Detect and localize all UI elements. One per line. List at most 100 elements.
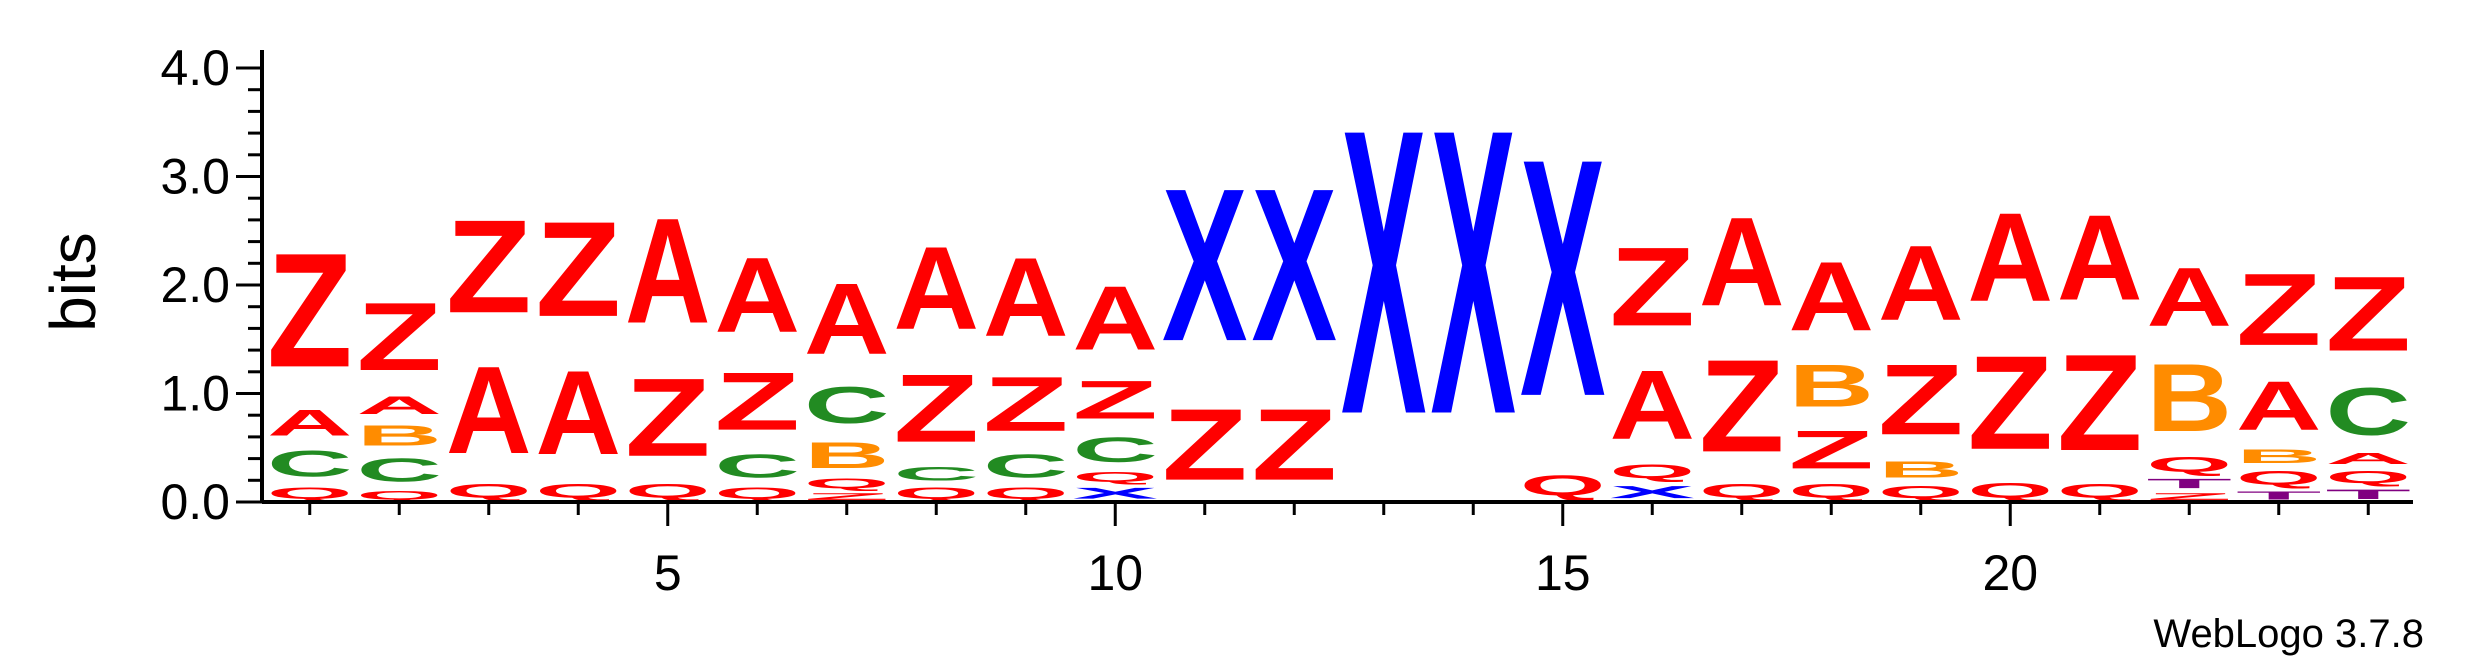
glyph-B: B bbox=[1878, 457, 1963, 483]
glyph-Q: Q bbox=[894, 485, 979, 502]
glyph-T: T bbox=[2326, 487, 2411, 502]
glyph-T: T bbox=[2147, 476, 2232, 491]
glyph-Z: Z bbox=[715, 356, 800, 448]
logo-column-13: X bbox=[1341, 44, 1427, 499]
glyph-C: C bbox=[357, 452, 442, 489]
logo-column-14: X bbox=[1431, 44, 1517, 499]
logo-column-4: QAZ bbox=[536, 194, 622, 502]
glyph-Z: Z bbox=[1073, 370, 1158, 430]
x-tick-label: 15 bbox=[1535, 545, 1591, 601]
glyph-A: A bbox=[1699, 191, 1784, 332]
glyph-T: T bbox=[2236, 489, 2321, 502]
glyph-B: B bbox=[357, 420, 442, 452]
x-tick-label: 20 bbox=[1982, 545, 2038, 601]
logo-column-5: QZA bbox=[625, 187, 711, 502]
glyph-Z: Z bbox=[804, 491, 889, 502]
glyph-Z: Z bbox=[625, 355, 710, 479]
glyph-A: A bbox=[2057, 190, 2143, 326]
x-tick-label: 5 bbox=[654, 545, 682, 601]
glyph-X: X bbox=[1162, 143, 1247, 387]
glyph-A: A bbox=[2236, 367, 2322, 445]
y-tick-label: 1.0 bbox=[160, 366, 230, 422]
glyph-Q: Q bbox=[804, 476, 889, 491]
y-axis: 0.0 1.0 2.0 3.0 4.0 bbox=[160, 40, 264, 530]
glyph-Q: Q bbox=[983, 485, 1068, 502]
glyph-Q: Q bbox=[715, 485, 800, 502]
glyph-Q: Q bbox=[2326, 467, 2411, 487]
glyph-Z: Z bbox=[1610, 224, 1695, 350]
logo-column-11: ZX bbox=[1162, 143, 1247, 502]
glyph-X: X bbox=[1073, 485, 1159, 502]
x-tick-label: 10 bbox=[1087, 545, 1143, 601]
glyph-Q: Q bbox=[1610, 461, 1696, 483]
glyph-C: C bbox=[804, 376, 889, 434]
glyph-Z: Z bbox=[1252, 387, 1337, 501]
glyph-A: A bbox=[357, 392, 443, 420]
glyph-A: A bbox=[1968, 186, 2053, 327]
glyph-Z: Z bbox=[267, 221, 352, 402]
glyph-Z: Z bbox=[357, 282, 442, 391]
glyph-C: C bbox=[267, 443, 352, 484]
y-axis-title: bits bbox=[37, 232, 109, 332]
glyph-A: A bbox=[804, 263, 889, 376]
glyph-B: B bbox=[1789, 352, 1875, 419]
glyph-Q: Q bbox=[536, 480, 622, 502]
glyph-A: A bbox=[715, 236, 801, 355]
glyph-A: A bbox=[894, 223, 979, 355]
glyph-A: A bbox=[536, 346, 621, 480]
glyph-Z: Z bbox=[446, 193, 531, 341]
glyph-Q: Q bbox=[1968, 478, 2053, 502]
glyph-X: X bbox=[1610, 483, 1696, 502]
glyph-Z: Z bbox=[1162, 387, 1247, 501]
glyph-C: C bbox=[2326, 375, 2411, 450]
glyph-Z: Z bbox=[2147, 491, 2232, 502]
glyph-Z: Z bbox=[2326, 255, 2411, 374]
glyph-Z: Z bbox=[536, 194, 621, 346]
glyph-Z: Z bbox=[1968, 329, 2053, 478]
glyph-A: A bbox=[1878, 224, 1964, 343]
glyph-Q: Q bbox=[357, 489, 442, 502]
glyph-Z: Z bbox=[894, 354, 979, 463]
glyph-Z: Z bbox=[2057, 326, 2142, 480]
y-tick-label: 4.0 bbox=[160, 40, 230, 96]
glyph-Q: Q bbox=[267, 485, 352, 502]
glyph-Q: Q bbox=[1073, 469, 1158, 484]
glyph-Q: Q bbox=[2236, 467, 2322, 489]
glyph-A: A bbox=[1789, 242, 1875, 353]
glyph-A: A bbox=[1073, 268, 1159, 370]
glyph-Z: Z bbox=[1699, 332, 1784, 479]
glyph-X: X bbox=[1520, 89, 1606, 467]
glyph-Z: Z bbox=[983, 361, 1068, 447]
y-tick-label: 0.0 bbox=[160, 474, 230, 530]
glyph-A: A bbox=[446, 341, 531, 480]
glyph-C: C bbox=[983, 448, 1068, 485]
logo-column-20: QZA bbox=[1968, 186, 2053, 502]
glyph-X: X bbox=[1252, 143, 1337, 387]
glyph-Q: Q bbox=[1789, 480, 1875, 502]
glyph-A: A bbox=[625, 187, 710, 355]
glyph-A: A bbox=[1610, 350, 1696, 461]
glyph-B: B bbox=[804, 435, 889, 476]
logo-stacks: QCAZQCBAZQAZQAZQZAQCZAZQBCAQCZAQCZAXQCZA… bbox=[267, 44, 2411, 502]
glyph-C: C bbox=[1073, 431, 1159, 470]
glyph-Q: Q bbox=[2057, 480, 2143, 502]
glyph-Q: Q bbox=[1520, 470, 1605, 503]
glyph-Q: Q bbox=[1699, 480, 1785, 502]
x-axis: 5 10 15 20 bbox=[262, 500, 2413, 601]
glyph-Q: Q bbox=[2147, 452, 2232, 476]
logo-column-12: ZX bbox=[1252, 143, 1337, 502]
glyph-B: B bbox=[2147, 343, 2232, 451]
glyph-A: A bbox=[983, 236, 1068, 361]
